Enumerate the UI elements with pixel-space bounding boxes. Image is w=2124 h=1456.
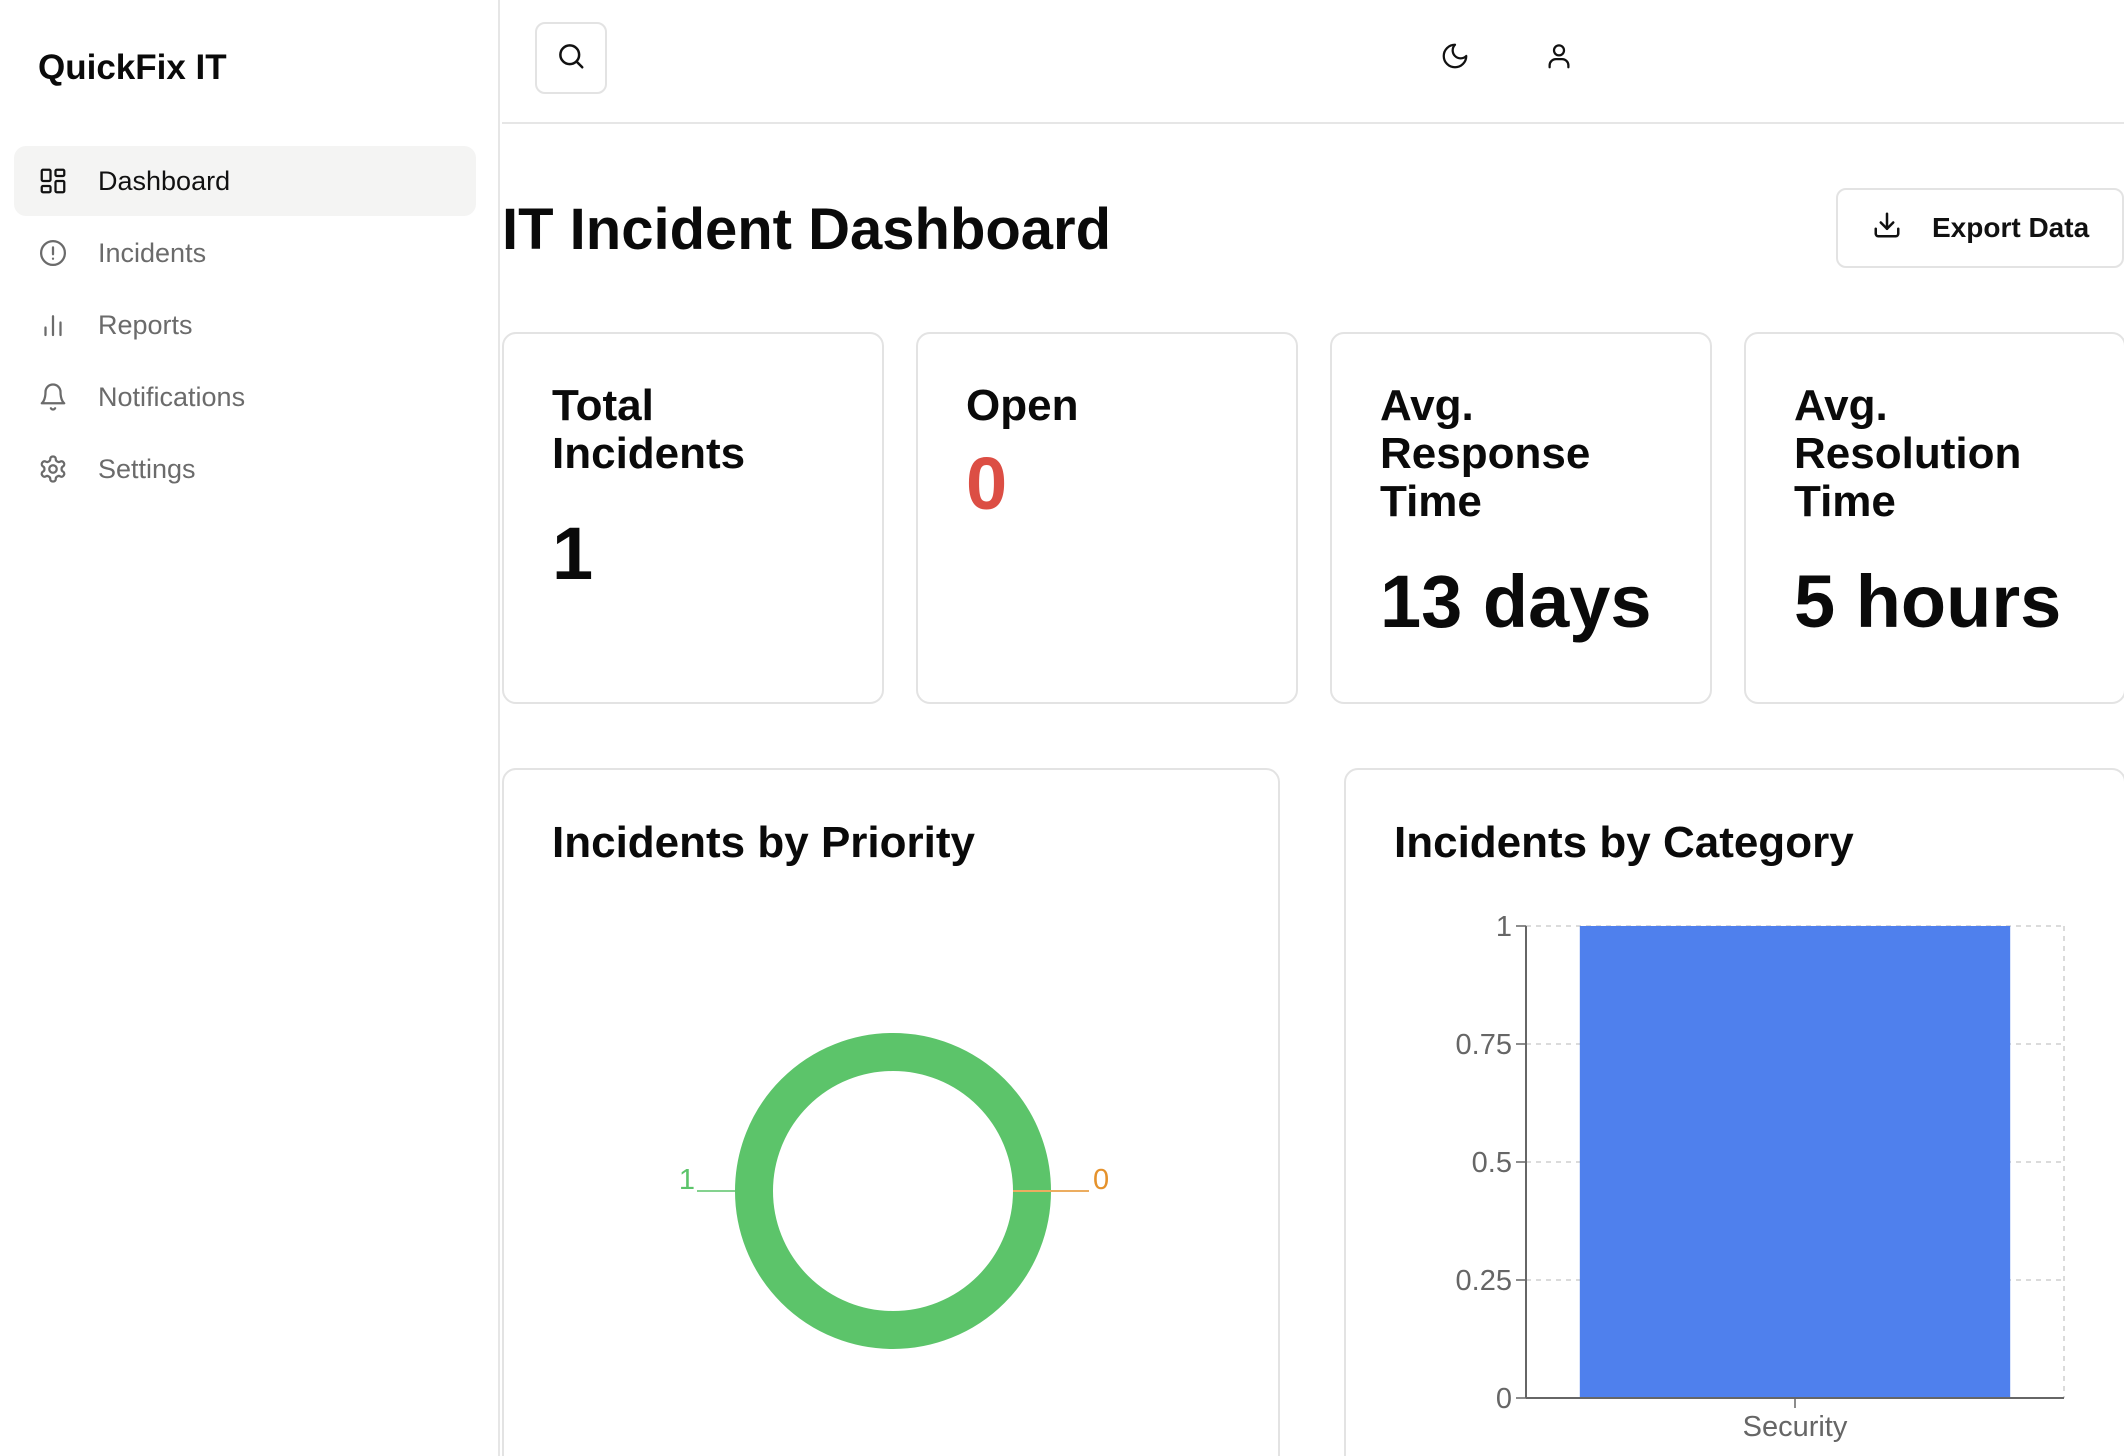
- stat-value: 1: [552, 512, 594, 595]
- download-icon: [1872, 210, 1932, 247]
- search-button[interactable]: [535, 22, 607, 94]
- stat-value: 0: [966, 442, 1008, 525]
- chart-title: Incidents by Priority: [552, 818, 975, 867]
- stat-label: Avg. Resolution Time: [1794, 381, 2022, 526]
- slice-label: 0: [1093, 1164, 1109, 1196]
- stat-card-open: Open 0: [916, 332, 1298, 704]
- bell-icon: [38, 382, 68, 412]
- user-menu-button[interactable]: [1537, 36, 1581, 80]
- y-tick-label: 0.5: [1472, 1147, 1512, 1179]
- user-icon: [1544, 41, 1574, 76]
- sidebar: QuickFix IT Dashboard: [0, 0, 500, 1456]
- category-bar-chart: Security 0 0.25 0.5 0.75 1: [1456, 911, 2065, 1443]
- stat-card-avg-resolution-time: Avg. Resolution Time 5 hours: [1744, 332, 2124, 704]
- sidebar-nav: Dashboard Incidents: [14, 146, 476, 506]
- sidebar-item-label: Dashboard: [98, 165, 231, 196]
- y-tick-label: 0: [1496, 1383, 1512, 1415]
- stat-label: Avg. Response Time: [1380, 381, 1591, 526]
- sidebar-item-label: Settings: [98, 453, 196, 484]
- donut-slice[interactable]: [735, 1033, 1051, 1349]
- chart-card-category: Incidents by Category Security 0 0.25 0.5 0.…: [1344, 768, 2124, 1456]
- sidebar-item-notifications[interactable]: Notifications: [14, 362, 476, 432]
- moon-icon: [1440, 41, 1470, 76]
- stat-card-total-incidents: Total Incidents 1: [502, 332, 884, 704]
- sidebar-item-label: Notifications: [98, 381, 246, 412]
- layout-grid-icon: [38, 166, 68, 196]
- slice-label: 1: [679, 1164, 695, 1196]
- stat-label: Open: [966, 381, 1079, 430]
- bar[interactable]: [1579, 926, 2011, 1398]
- sidebar-item-dashboard[interactable]: Dashboard: [14, 146, 476, 216]
- sidebar-item-label: Reports: [98, 309, 193, 340]
- brand-name: QuickFix IT: [38, 48, 227, 87]
- sidebar-item-incidents[interactable]: Incidents: [14, 218, 476, 288]
- search-icon: [556, 41, 586, 76]
- export-data-button[interactable]: Export Data: [1836, 188, 2124, 268]
- y-tick-label: 0.75: [1456, 1029, 1512, 1061]
- gear-icon: [38, 454, 68, 484]
- top-header: [502, 0, 2124, 124]
- export-data-label: Export Data: [1932, 212, 2090, 243]
- sidebar-item-reports[interactable]: Reports: [14, 290, 476, 360]
- page-title: IT Incident Dashboard: [502, 197, 1112, 262]
- alert-circle-icon: [38, 238, 68, 268]
- theme-toggle-button[interactable]: [1433, 36, 1477, 80]
- stat-label: Total Incidents: [552, 381, 746, 478]
- stat-value: 13 days: [1380, 560, 1652, 643]
- chart-title: Incidents by Category: [1394, 818, 1854, 867]
- y-tick-label: 0.25: [1456, 1265, 1512, 1297]
- sidebar-item-settings[interactable]: Settings: [14, 434, 476, 504]
- x-tick-label: Security: [1743, 1411, 1848, 1443]
- bar-chart-icon: [38, 310, 68, 340]
- y-tick-label: 1: [1496, 911, 1512, 943]
- stat-card-avg-response-time: Avg. Response Time 13 days: [1330, 332, 1712, 704]
- stat-value: 5 hours: [1794, 560, 2062, 643]
- sidebar-item-label: Incidents: [98, 237, 207, 268]
